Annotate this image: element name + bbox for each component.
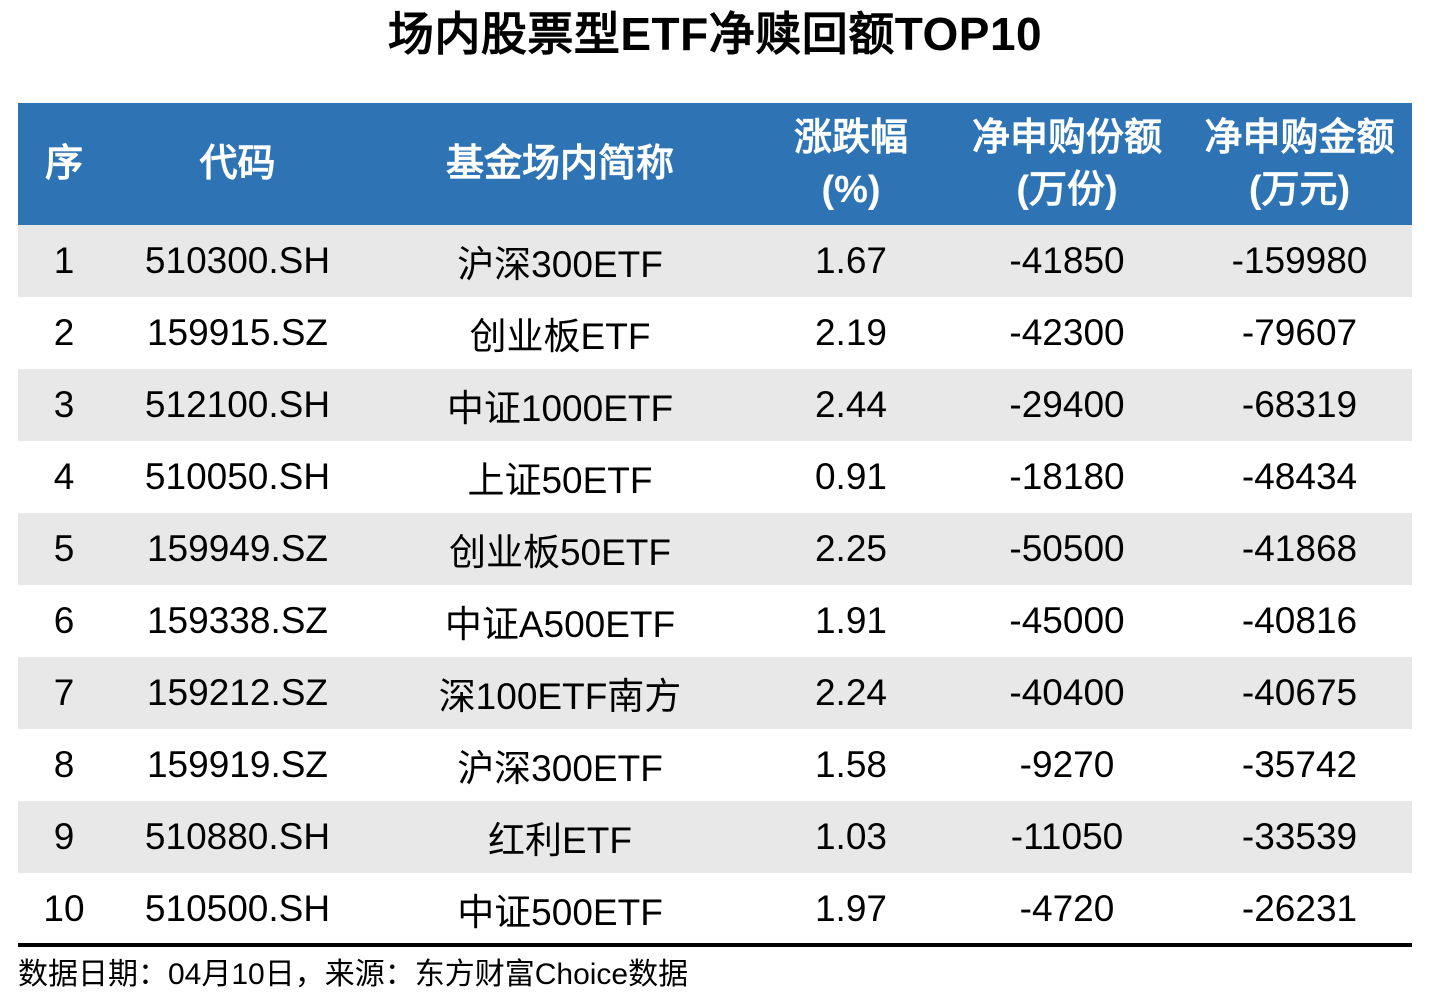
col-header-change-pct: 涨跌幅 (%) <box>755 103 947 225</box>
net-amount-cell: -68319 <box>1241 384 1358 425</box>
fund-name-cell: 上证50ETF <box>467 460 653 501</box>
fund-code-cell: 159212.SZ <box>146 672 329 713</box>
net-amount-cell: -41868 <box>1241 528 1358 569</box>
row-index-cell: 1 <box>53 240 75 281</box>
fund-name-cell: 红利ETF <box>488 820 632 861</box>
net-shares-cell: -11050 <box>1010 816 1124 857</box>
net-shares-cell: -50500 <box>1009 528 1125 569</box>
net-shares-cell: -42300 <box>1009 312 1125 353</box>
change-pct-cell: 2.25 <box>814 528 887 569</box>
table-header: 序 代码 基金场内简称 涨跌幅 (%) 净申购份额 (万份) 净申购金额 <box>18 103 1412 225</box>
row-index-cell: 5 <box>53 528 75 569</box>
col-header-seq: 序 <box>18 103 110 225</box>
net-shares-cell: -40400 <box>1009 672 1125 713</box>
change-pct-cell: 1.58 <box>814 744 887 785</box>
col-header-name-label: 基金场内简称 <box>445 143 674 185</box>
change-pct-cell: 0.91 <box>814 456 887 497</box>
fund-name-cell: 中证1000ETF <box>446 388 674 429</box>
row-index-cell: 4 <box>53 456 75 497</box>
fund-code-cell: 159919.SZ <box>146 744 329 785</box>
table-row: 10 510500.SH 中证500ETF 1.97 -4720 -26231 <box>18 873 1412 945</box>
row-index-cell: 3 <box>53 384 75 425</box>
net-shares-cell: -41850 <box>1009 240 1125 281</box>
col-header-net-amount-label: 净申购金额 <box>1204 117 1395 159</box>
fund-name-cell: 创业板50ETF <box>448 532 672 573</box>
fund-name-cell: 深100ETF南方 <box>438 676 682 717</box>
row-index-cell: 8 <box>53 744 75 785</box>
table-row: 4 510050.SH 上证50ETF 0.91 -18180 -48434 <box>18 441 1412 513</box>
fund-name-cell: 中证A500ETF <box>444 604 676 645</box>
etf-redemption-table: 序 代码 基金场内简称 涨跌幅 (%) 净申购份额 (万份) 净申购金额 <box>18 103 1412 945</box>
table-row: 6 159338.SZ 中证A500ETF 1.91 -45000 -40816 <box>18 585 1412 657</box>
net-shares-cell: -18180 <box>1009 456 1125 497</box>
fund-code-cell: 159949.SZ <box>146 528 329 569</box>
data-source-note: 数据日期：04月10日，来源：东方财富Choice数据 <box>18 943 1412 994</box>
change-pct-cell: 2.44 <box>814 384 887 425</box>
header-row: 序 代码 基金场内简称 涨跌幅 (%) 净申购份额 (万份) 净申购金额 <box>18 103 1412 225</box>
table-row: 3 512100.SH 中证1000ETF 2.44 -29400 -68319 <box>18 369 1412 441</box>
fund-code-cell: 510050.SH <box>144 456 331 497</box>
table-body: 1 510300.SH 沪深300ETF 1.67 -41850 -159980… <box>18 225 1412 945</box>
fund-code-cell: 510880.SH <box>144 816 331 857</box>
net-shares-cell: -9270 <box>1019 744 1115 785</box>
fund-name-cell: 中证500ETF <box>457 892 663 933</box>
table-row: 7 159212.SZ 深100ETF南方 2.24 -40400 -40675 <box>18 657 1412 729</box>
col-header-code-label: 代码 <box>199 143 276 185</box>
net-shares-cell: -4720 <box>1019 888 1115 929</box>
change-pct-cell: 1.91 <box>814 600 887 641</box>
change-pct-cell: 1.03 <box>814 816 887 857</box>
net-amount-cell: -48434 <box>1241 456 1358 497</box>
fund-code-cell: 159338.SZ <box>146 600 329 641</box>
col-header-seq-label: 序 <box>44 143 83 185</box>
table-row: 2 159915.SZ 创业板ETF 2.19 -42300 -79607 <box>18 297 1412 369</box>
net-amount-cell: -159980 <box>1231 240 1368 281</box>
table-row: 1 510300.SH 沪深300ETF 1.67 -41850 -159980 <box>18 225 1412 297</box>
row-index-cell: 10 <box>43 888 85 929</box>
table-row: 5 159949.SZ 创业板50ETF 2.25 -50500 -41868 <box>18 513 1412 585</box>
col-header-net-shares: 净申购份额 (万份) <box>947 103 1187 225</box>
row-index-cell: 7 <box>53 672 75 713</box>
col-header-name: 基金场内简称 <box>365 103 755 225</box>
net-amount-cell: -40675 <box>1241 672 1358 713</box>
row-index-cell: 9 <box>53 816 75 857</box>
col-header-net-amount: 净申购金额 (万元) <box>1187 103 1412 225</box>
fund-code-cell: 510300.SH <box>144 240 331 281</box>
net-shares-cell: -29400 <box>1009 384 1125 425</box>
col-header-code: 代码 <box>110 103 365 225</box>
row-index-cell: 2 <box>53 312 75 353</box>
net-amount-cell: -40816 <box>1241 600 1358 641</box>
etf-redemption-table-container: 序 代码 基金场内简称 涨跌幅 (%) 净申购份额 (万份) 净申购金额 <box>18 103 1412 945</box>
table-row: 8 159919.SZ 沪深300ETF 1.58 -9270 -35742 <box>18 729 1412 801</box>
net-amount-cell: -33539 <box>1241 816 1358 857</box>
net-amount-cell: -35742 <box>1241 744 1358 785</box>
table-row: 9 510880.SH 红利ETF 1.03 -11050 -33539 <box>18 801 1412 873</box>
change-pct-cell: 2.19 <box>814 312 887 353</box>
col-header-net-shares-label: 净申购份额 <box>971 117 1162 159</box>
net-amount-cell: -79607 <box>1241 312 1358 353</box>
fund-code-cell: 510500.SH <box>144 888 331 929</box>
net-amount-cell: -26231 <box>1241 888 1358 929</box>
col-header-net-amount-unit: (万元) <box>1248 169 1351 211</box>
change-pct-cell: 1.97 <box>814 888 887 929</box>
net-shares-cell: -45000 <box>1009 600 1125 641</box>
col-header-net-shares-unit: (万份) <box>1016 169 1118 211</box>
page-title: 场内股票型ETF净赎回额TOP10 <box>387 8 1043 60</box>
fund-code-cell: 512100.SH <box>144 384 331 425</box>
fund-name-cell: 沪深300ETF <box>457 748 663 789</box>
col-header-change-pct-label: 涨跌幅 <box>793 117 908 159</box>
fund-name-cell: 沪深300ETF <box>457 244 663 285</box>
change-pct-cell: 2.24 <box>814 672 887 713</box>
col-header-change-pct-unit: (%) <box>821 169 881 211</box>
row-index-cell: 6 <box>53 600 75 641</box>
fund-name-cell: 创业板ETF <box>469 316 651 357</box>
fund-code-cell: 159915.SZ <box>146 312 329 353</box>
change-pct-cell: 1.67 <box>814 240 887 281</box>
